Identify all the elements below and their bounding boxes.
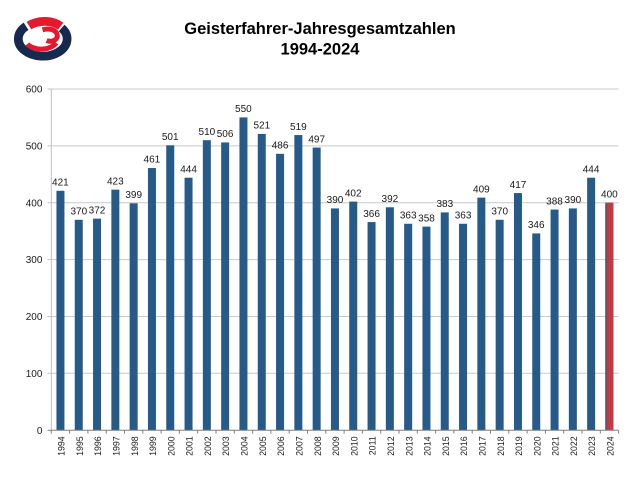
svg-text:550: 550 [235,104,252,115]
svg-text:2005: 2005 [258,436,268,456]
svg-text:444: 444 [583,164,600,175]
svg-text:2003: 2003 [221,436,231,456]
svg-text:417: 417 [510,180,527,191]
svg-text:100: 100 [26,369,43,380]
svg-text:2004: 2004 [240,436,250,456]
svg-text:400: 400 [601,189,618,200]
svg-text:358: 358 [418,213,435,224]
svg-text:370: 370 [70,207,87,218]
svg-text:2014: 2014 [423,436,433,456]
svg-text:2012: 2012 [386,436,396,456]
svg-text:363: 363 [400,211,417,222]
svg-text:2015: 2015 [441,436,451,456]
svg-text:497: 497 [308,134,325,145]
svg-text:2020: 2020 [532,436,542,456]
svg-text:372: 372 [89,205,106,216]
svg-text:363: 363 [455,211,472,222]
svg-text:510: 510 [199,127,216,138]
svg-text:200: 200 [26,312,43,323]
svg-text:1997: 1997 [111,436,121,456]
svg-text:1994: 1994 [57,436,67,456]
svg-text:2019: 2019 [514,436,524,456]
svg-text:600: 600 [26,85,43,96]
svg-text:366: 366 [363,209,380,220]
svg-text:461: 461 [144,155,161,166]
svg-text:409: 409 [473,184,490,195]
svg-text:2021: 2021 [551,436,561,456]
svg-text:1994-2024: 1994-2024 [281,41,361,59]
svg-text:2001: 2001 [185,436,195,456]
svg-text:2010: 2010 [349,436,359,456]
svg-text:400: 400 [26,198,43,209]
svg-text:2000: 2000 [166,436,176,456]
svg-text:2016: 2016 [459,436,469,456]
svg-text:421: 421 [52,178,69,189]
svg-text:383: 383 [436,199,453,210]
svg-text:500: 500 [26,142,43,153]
svg-text:519: 519 [290,122,307,133]
svg-text:2018: 2018 [496,436,506,456]
svg-text:2017: 2017 [478,436,488,456]
svg-text:392: 392 [382,194,399,205]
svg-text:388: 388 [546,196,563,207]
svg-text:2024: 2024 [606,436,616,456]
svg-text:501: 501 [162,132,179,143]
svg-text:444: 444 [180,164,197,175]
svg-text:2002: 2002 [203,436,213,456]
svg-text:2009: 2009 [331,436,341,456]
svg-text:Geisterfahrer-Jahresgesamtzahl: Geisterfahrer-Jahresgesamtzahlen [184,20,455,38]
svg-text:2011: 2011 [368,436,378,455]
svg-text:370: 370 [491,207,508,218]
svg-text:300: 300 [26,255,43,266]
svg-text:1999: 1999 [148,436,158,456]
svg-text:1998: 1998 [130,436,140,456]
svg-text:2022: 2022 [569,436,579,456]
svg-text:2007: 2007 [295,436,305,456]
svg-text:346: 346 [528,220,545,231]
svg-text:2008: 2008 [313,436,323,456]
svg-text:2006: 2006 [276,436,286,456]
svg-text:390: 390 [565,195,582,206]
svg-text:402: 402 [345,188,362,199]
svg-text:423: 423 [107,176,124,187]
svg-text:2023: 2023 [587,436,597,456]
svg-text:2013: 2013 [404,436,414,456]
svg-text:0: 0 [37,426,43,437]
svg-text:1995: 1995 [75,436,85,456]
svg-text:1996: 1996 [93,436,103,456]
svg-text:399: 399 [125,190,142,201]
svg-text:521: 521 [253,121,270,132]
svg-text:486: 486 [272,141,289,152]
svg-text:390: 390 [327,195,344,206]
svg-text:506: 506 [217,129,234,140]
